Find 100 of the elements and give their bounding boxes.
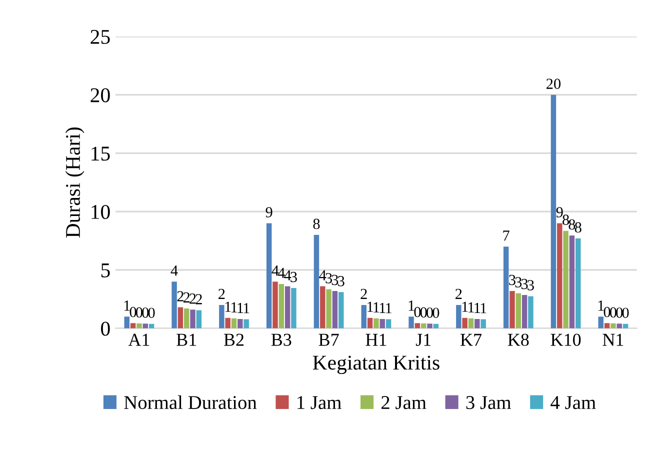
bar	[326, 289, 332, 328]
bar	[238, 318, 243, 328]
bar	[576, 238, 581, 328]
bar	[503, 246, 509, 328]
data-label: 1	[374, 302, 380, 312]
legend-label: 1 Jam	[298, 396, 342, 410]
data-label: 2	[196, 294, 202, 304]
data-label: 1	[474, 302, 480, 313]
bar	[225, 318, 230, 328]
bar	[244, 319, 249, 328]
bar	[480, 319, 486, 328]
bar	[522, 295, 528, 328]
bar	[414, 323, 420, 328]
x-axis-title: Kegiatan Kritis	[312, 356, 440, 374]
bar	[510, 290, 515, 328]
data-label: 1	[462, 302, 468, 312]
data-label: 2	[218, 288, 225, 299]
data-label: 3	[509, 274, 516, 286]
bar	[598, 316, 604, 328]
bar	[196, 310, 202, 328]
bar	[516, 293, 522, 328]
bar	[124, 316, 130, 328]
x-tick-label: K10	[550, 334, 581, 346]
bar	[462, 318, 468, 328]
bar	[468, 318, 474, 328]
data-label: 2	[183, 292, 190, 302]
bar	[190, 310, 196, 328]
x-tick-label: B3	[271, 334, 292, 346]
data-label: 0	[136, 307, 142, 318]
data-label: 1	[238, 302, 244, 313]
data-label: 2	[456, 288, 462, 299]
data-label: 9	[266, 207, 272, 218]
x-tick-label: N1	[602, 334, 624, 346]
data-label: 3	[290, 272, 297, 282]
bar	[374, 318, 379, 328]
bar	[184, 308, 190, 328]
data-label: 3	[338, 276, 344, 286]
bar	[130, 323, 136, 328]
data-label: 1	[368, 302, 373, 312]
data-label: 7	[503, 230, 510, 241]
bar	[272, 282, 278, 328]
data-label: 0	[604, 306, 610, 318]
data-label: 1	[232, 302, 237, 312]
bar	[380, 318, 385, 328]
bar	[569, 236, 575, 328]
bar	[528, 296, 534, 328]
x-tick-label: H1	[366, 334, 386, 346]
bar	[408, 316, 414, 328]
data-label: 0	[426, 307, 433, 318]
bar	[361, 304, 366, 328]
data-label: 3	[528, 280, 534, 290]
data-label: 3	[521, 278, 528, 290]
data-label: 0	[414, 306, 421, 318]
y-tick-label: 20	[90, 88, 110, 102]
data-label: 4	[272, 266, 279, 276]
data-label: 1	[225, 302, 231, 312]
data-label: 1	[598, 300, 604, 311]
y-axis-title: Durasi (Hari)	[65, 127, 84, 238]
bar	[291, 288, 296, 328]
bar	[231, 318, 237, 328]
data-label: 1	[380, 302, 386, 313]
data-label: 0	[616, 307, 623, 318]
data-label: 20	[546, 78, 561, 89]
x-tick-label: B2	[224, 334, 244, 346]
data-label: 8	[313, 218, 320, 230]
x-tick-label: K7	[460, 334, 482, 346]
data-label: 1	[124, 300, 130, 311]
bar	[427, 324, 432, 328]
x-tick-label: J1	[416, 334, 431, 346]
bar	[386, 319, 392, 328]
y-tick-label: 10	[92, 204, 110, 220]
data-label: 1	[480, 303, 486, 314]
data-label: 8	[568, 219, 576, 230]
data-label: 0	[622, 308, 629, 318]
bar	[563, 230, 568, 328]
bar	[314, 234, 320, 328]
bar	[172, 282, 177, 328]
bar	[550, 94, 556, 328]
bar	[557, 223, 562, 328]
bar	[338, 292, 344, 328]
bar	[474, 318, 480, 328]
data-label: 0	[142, 307, 149, 318]
bar	[604, 323, 610, 328]
data-label: 9	[556, 207, 563, 218]
x-tick-label: A1	[128, 334, 150, 346]
data-label: 3	[515, 277, 522, 288]
legend-label: Normal Duration	[124, 395, 257, 410]
data-label: 0	[610, 307, 616, 318]
y-tick-label: 15	[92, 146, 110, 161]
data-label: 4	[170, 266, 178, 276]
data-label: 0	[130, 306, 136, 318]
data-label: 1	[244, 303, 250, 314]
bar	[219, 304, 224, 328]
data-label: 0	[148, 308, 155, 318]
legend-label: 4 Jam	[550, 396, 596, 410]
data-label: 2	[190, 293, 196, 304]
data-label: 3	[332, 274, 338, 286]
y-tick-label: 0	[101, 322, 110, 336]
data-label: 1	[468, 302, 474, 312]
y-tick-label: 25	[90, 30, 110, 44]
